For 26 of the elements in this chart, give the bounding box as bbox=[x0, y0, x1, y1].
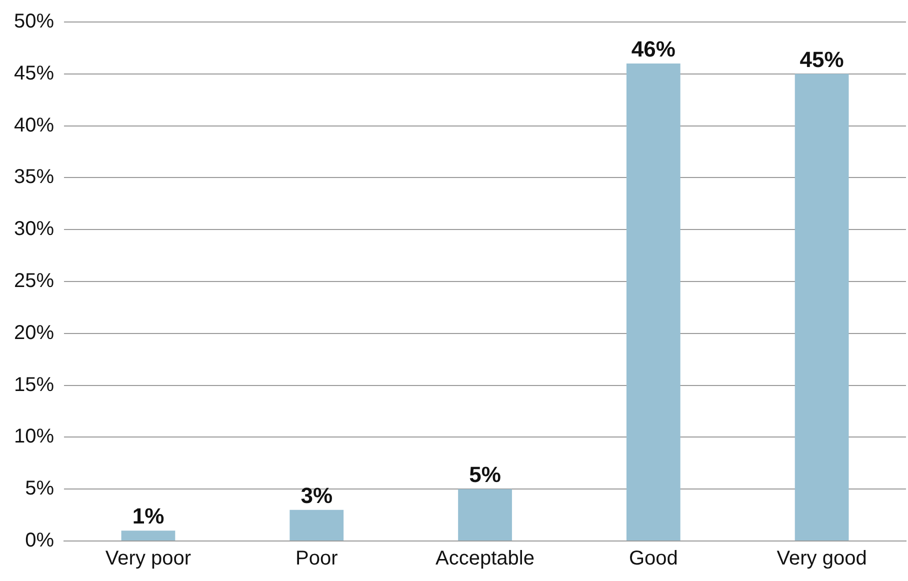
y-tick-label: 50% bbox=[14, 10, 54, 33]
bar bbox=[794, 74, 849, 540]
x-tick-label: Very poor bbox=[105, 548, 192, 570]
bar bbox=[121, 530, 176, 540]
y-tick-label: 5% bbox=[25, 478, 54, 500]
y-tick-label: 10% bbox=[14, 426, 54, 448]
data-label: 5% bbox=[469, 462, 501, 488]
x-tick-label: Poor bbox=[295, 548, 338, 570]
y-tick-label: 30% bbox=[14, 218, 54, 240]
x-tick-label: Acceptable bbox=[436, 548, 534, 570]
data-label: 3% bbox=[300, 482, 333, 508]
data-label: 1% bbox=[132, 504, 164, 529]
bar bbox=[626, 64, 680, 540]
y-tick-label: 25% bbox=[14, 270, 54, 292]
x-tick-label: Good bbox=[628, 548, 678, 570]
bar bbox=[458, 489, 512, 540]
x-tick-label: Very good bbox=[776, 548, 867, 570]
y-tick-label: 20% bbox=[14, 322, 54, 344]
y-tick-label: 45% bbox=[14, 62, 54, 84]
bar bbox=[290, 510, 344, 540]
y-tick-label: 15% bbox=[14, 374, 54, 396]
data-label: 46% bbox=[631, 36, 676, 62]
y-tick-label: 35% bbox=[14, 166, 54, 188]
data-label: 45% bbox=[800, 46, 844, 72]
y-tick-label: 40% bbox=[14, 114, 54, 136]
y-tick-label: 0% bbox=[25, 530, 54, 552]
